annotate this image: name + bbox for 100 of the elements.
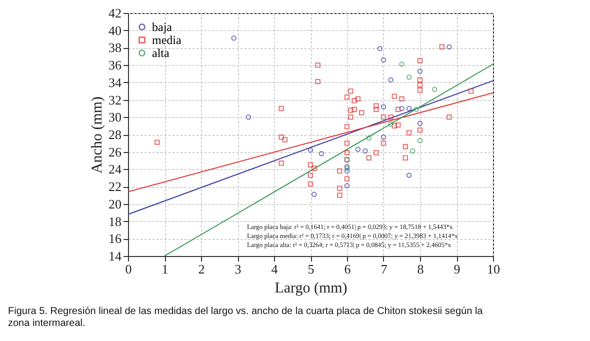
x-tick-label: 1: [162, 262, 168, 276]
point: [417, 88, 423, 93]
y-tick-label: 40: [108, 22, 122, 38]
x-axis-title: Largo (mm): [274, 280, 348, 296]
point: [388, 77, 394, 82]
y-tick-label: 32: [108, 92, 122, 108]
x-tick-label: 0: [125, 262, 132, 276]
point: [337, 192, 342, 198]
point: [417, 138, 423, 144]
point: [417, 77, 423, 82]
x-tick-label: 4: [271, 262, 278, 276]
point: [402, 144, 408, 150]
point: [446, 44, 452, 50]
point: [417, 120, 423, 126]
y-tick-label: 26: [108, 144, 122, 160]
point: [344, 140, 350, 146]
point: [366, 135, 372, 141]
point: [344, 176, 350, 182]
point: [406, 172, 412, 178]
x-tick-label: 3: [234, 262, 242, 276]
point: [278, 106, 284, 112]
point: [348, 88, 354, 94]
point: [392, 94, 398, 99]
point: [417, 68, 423, 74]
point: [377, 46, 382, 52]
point: [278, 134, 284, 140]
point: [395, 122, 401, 128]
point: [406, 106, 412, 112]
point: [446, 114, 452, 120]
point: [414, 106, 419, 112]
point: [406, 130, 412, 136]
point: [154, 140, 160, 145]
point: [417, 128, 423, 133]
legend-label: media: [152, 33, 182, 47]
point: [392, 123, 398, 128]
point: [380, 57, 386, 62]
point: [315, 62, 320, 68]
y-axis-title: Ancho (mm): [90, 96, 106, 174]
point: [318, 150, 324, 156]
point: [344, 124, 350, 130]
point: [362, 148, 368, 154]
y-tick-label: 22: [108, 179, 122, 194]
point: [399, 96, 404, 102]
point: [366, 155, 372, 161]
point: [380, 114, 386, 120]
point: [410, 148, 416, 154]
y-tick-label: 34: [108, 74, 122, 90]
point: [344, 150, 350, 156]
point: [282, 137, 288, 142]
y-tick-label: 20: [108, 196, 122, 212]
point: [439, 44, 445, 50]
y-tick-label: 42: [108, 6, 122, 20]
y-tick-label: 16: [108, 231, 122, 246]
x-tick-label: 6: [344, 262, 352, 276]
point: [231, 36, 236, 41]
point: [388, 114, 394, 120]
point: [352, 98, 357, 104]
legend-label: alta: [152, 46, 170, 60]
point: [348, 108, 354, 113]
y-tick-label: 28: [108, 127, 122, 142]
x-tick-label: 5: [308, 262, 314, 276]
x-tick-label: 10: [487, 262, 500, 276]
point: [380, 104, 386, 110]
point: [374, 103, 379, 108]
y-tick-label: 30: [108, 110, 122, 125]
point: [355, 146, 361, 152]
point: [432, 86, 438, 92]
point: [355, 96, 361, 102]
point: [358, 110, 364, 116]
point: [344, 183, 350, 188]
x-tick-label: 9: [454, 262, 460, 276]
point: [308, 172, 314, 178]
point: [315, 78, 320, 84]
point: [337, 168, 342, 174]
legend-label: baja: [152, 20, 173, 34]
point: [312, 166, 317, 171]
point: [344, 168, 350, 174]
point: [344, 94, 350, 100]
point: [348, 114, 354, 120]
y-tick-label: 38: [108, 40, 122, 56]
point: [374, 106, 379, 112]
point: [380, 134, 386, 140]
point: [308, 148, 314, 153]
point: [278, 160, 284, 166]
point: [395, 106, 401, 112]
x-tick-label: 2: [198, 262, 205, 276]
point: [312, 192, 317, 197]
y-tick-label: 24: [108, 162, 122, 177]
point: [417, 82, 423, 88]
x-tick-label: 7: [380, 262, 388, 276]
point: [402, 155, 408, 161]
point: [417, 58, 423, 64]
point: [308, 181, 314, 187]
point: [399, 62, 404, 67]
y-tick-label: 36: [108, 58, 122, 73]
text: Figura 5. Regresión lineal de las medidas del largo vs. ancho de la cuarta placa de Chiton stokesii según la zona intermareal.: [8, 306, 484, 329]
point: [246, 114, 252, 120]
y-tick-label: 14: [108, 248, 122, 264]
point: [380, 140, 386, 146]
point: [406, 74, 412, 80]
